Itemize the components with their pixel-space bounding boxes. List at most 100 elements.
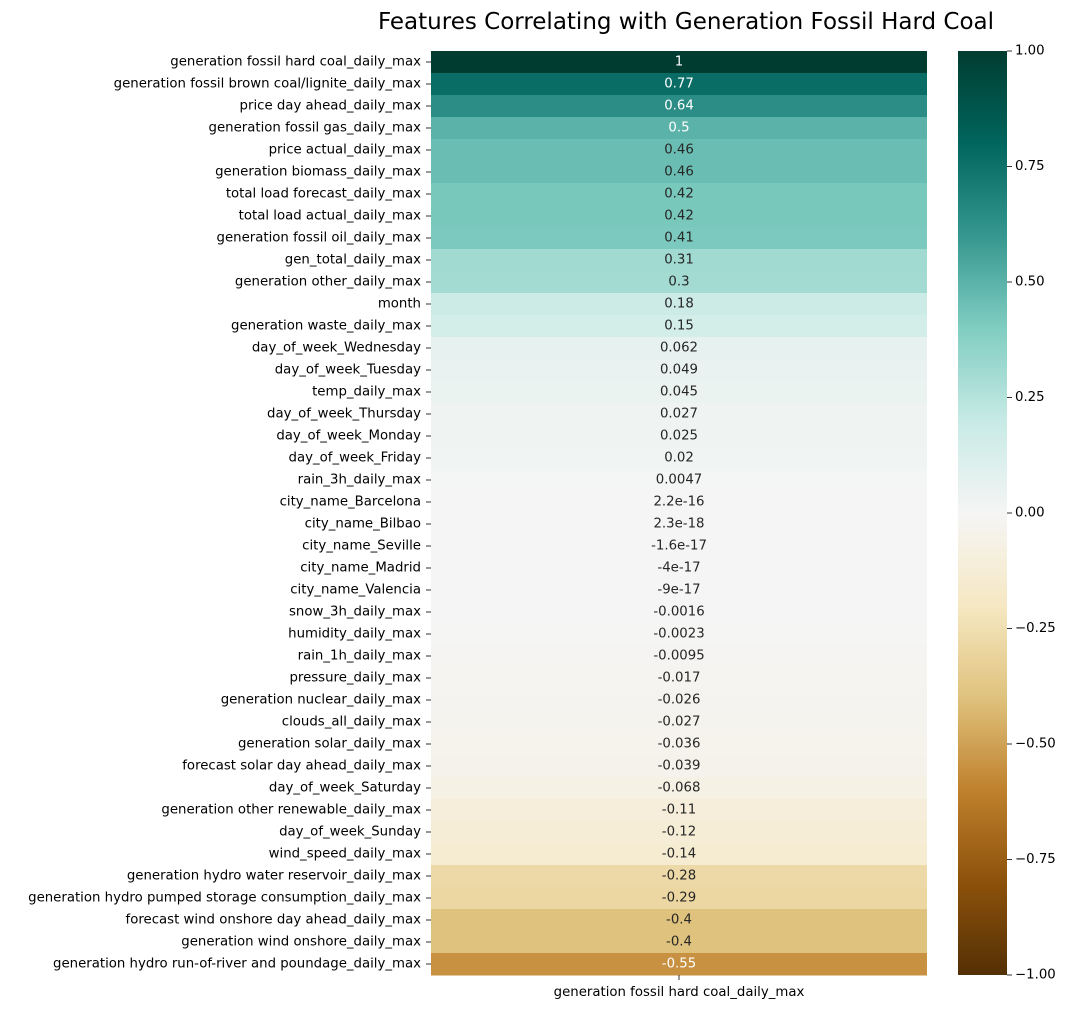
cell-annotation: 0.41 (664, 231, 694, 246)
row-label: day_of_week_Tuesday (275, 363, 421, 378)
heatmap-cell (431, 623, 927, 646)
heatmap-cell (431, 469, 927, 492)
cell-annotation: 0.18 (664, 297, 694, 312)
colorbar-tick-label: 1.00 (1015, 44, 1045, 59)
cell-annotation: 0.062 (660, 341, 698, 356)
heatmap-cell (431, 205, 927, 228)
cell-annotation: -0.55 (662, 957, 696, 972)
row-label: clouds_all_daily_max (282, 715, 421, 730)
heatmap-cell (431, 73, 927, 96)
cell-annotation: -0.026 (658, 693, 701, 708)
cell-annotation: 1 (675, 55, 683, 70)
cell-annotation: 0.77 (664, 77, 694, 92)
cell-annotation: -0.068 (658, 781, 701, 796)
row-label: generation biomass_daily_max (215, 165, 421, 180)
row-label: day_of_week_Saturday (269, 781, 421, 796)
heatmap-cell (431, 95, 927, 118)
colorbar-tick-label: 0.00 (1015, 506, 1045, 521)
heatmap-cell (431, 535, 927, 558)
chart-title: Features Correlating with Generation Fos… (378, 9, 994, 35)
colorbar-tick-label: −0.75 (1015, 852, 1056, 867)
cell-annotation: 0.46 (664, 165, 694, 180)
cell-annotation: 0.025 (660, 429, 698, 444)
heatmap-cell (431, 909, 927, 932)
cell-annotation: 0.02 (664, 451, 694, 466)
heatmap-cell (431, 865, 927, 888)
heatmap-cell (431, 315, 927, 338)
cell-annotation: -0.036 (658, 737, 701, 752)
heatmap-cell (431, 843, 927, 866)
cell-annotation: 0.42 (664, 187, 694, 202)
heatmap-cell (431, 183, 927, 206)
heatmap-cell (431, 381, 927, 404)
heatmap-cell (431, 579, 927, 602)
cell-annotation: -4e-17 (657, 561, 700, 576)
row-label: generation fossil hard coal_daily_max (170, 55, 421, 70)
colorbar (958, 51, 1007, 975)
cell-annotation: -0.039 (658, 759, 701, 774)
row-label: forecast solar day ahead_daily_max (182, 759, 421, 774)
cell-annotation: 0.64 (664, 99, 694, 114)
cell-annotation: -0.0016 (653, 605, 704, 620)
column-label: generation fossil hard coal_daily_max (554, 985, 805, 1000)
row-label: generation solar_daily_max (238, 737, 421, 752)
heatmap-cell (431, 249, 927, 272)
cell-annotation: 0.045 (660, 385, 698, 400)
row-label: generation wind onshore_daily_max (181, 935, 421, 950)
row-label: city_name_Seville (302, 539, 421, 554)
colorbar-tick-label: −1.00 (1015, 968, 1056, 983)
cell-annotations: 1 0.77 0.64 0.5 0.46 0.46 0.42 0.42 0.41 0.31 0.3 0… (651, 55, 707, 972)
cell-annotation: 0.46 (664, 143, 694, 158)
cell-annotation: 0.049 (660, 363, 698, 378)
row-label: day_of_week_Wednesday (252, 341, 421, 356)
heatmap-cell (431, 359, 927, 382)
colorbar-ticks: 1.00 0.75 0.50 0.25 0.00 −0.25 −0.50 −0.75 −1.00 (1007, 44, 1056, 983)
heatmap-cell (431, 161, 927, 184)
row-label: month (378, 297, 421, 312)
row-label: wind_speed_daily_max (269, 847, 421, 862)
row-label: total load actual_daily_max (239, 209, 421, 224)
heatmap-cell (431, 799, 927, 822)
row-label: price day ahead_daily_max (240, 99, 422, 114)
cell-annotation: -0.4 (666, 913, 692, 928)
cell-annotation: -0.11 (662, 803, 696, 818)
heatmap-cell (431, 513, 927, 536)
heatmap-cell (431, 667, 927, 690)
heatmap-cell (431, 887, 927, 910)
heatmap-cell (431, 491, 927, 514)
row-label: snow_3h_daily_max (289, 605, 421, 620)
row-label: humidity_daily_max (288, 627, 421, 642)
row-label: generation other_daily_max (235, 275, 421, 290)
row-label: gen_total_daily_max (285, 253, 421, 268)
row-label: generation hydro water reservoir_daily_m… (127, 869, 421, 884)
cell-annotation: 0.42 (664, 209, 694, 224)
heatmap-cell (431, 293, 927, 316)
heatmap-cell (431, 447, 927, 470)
row-label: price actual_daily_max (269, 143, 422, 158)
heatmap-cell (431, 271, 927, 294)
heatmap-cell (431, 953, 927, 976)
cell-annotation: -0.14 (662, 847, 696, 862)
row-label: city_name_Madrid (300, 561, 421, 576)
cell-annotation: -0.12 (662, 825, 696, 840)
cell-annotation: -0.0023 (653, 627, 704, 642)
row-label: city_name_Barcelona (280, 495, 421, 510)
row-labels: generation fossil hard coal_daily_maxgen… (28, 55, 431, 972)
heatmap-cell (431, 711, 927, 734)
row-label: generation waste_daily_max (231, 319, 421, 334)
colorbar-tick-label: −0.25 (1015, 621, 1056, 636)
cell-annotation: -0.4 (666, 935, 692, 950)
row-label: generation other renewable_daily_max (161, 803, 421, 818)
row-label: pressure_daily_max (289, 671, 421, 686)
heatmap-cell (431, 403, 927, 426)
heatmap-cell (431, 51, 927, 74)
cell-annotation: 0.3 (668, 275, 689, 290)
row-label: total load forecast_daily_max (226, 187, 421, 202)
row-label: rain_1h_daily_max (298, 649, 422, 664)
heatmap-cell (431, 689, 927, 712)
row-label: generation fossil gas_daily_max (209, 121, 422, 136)
cell-annotation: -9e-17 (657, 583, 700, 598)
row-label: generation nuclear_daily_max (221, 693, 421, 708)
row-label: generation hydro run-of-river and pounda… (53, 957, 421, 972)
